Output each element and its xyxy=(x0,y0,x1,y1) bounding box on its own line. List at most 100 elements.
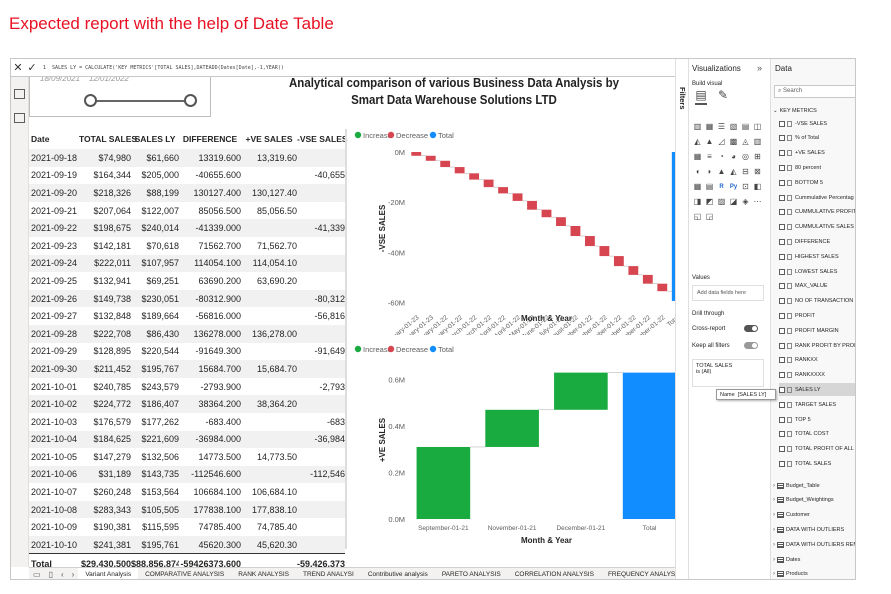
field-checkbox[interactable] xyxy=(779,386,785,393)
visual-type-icon[interactable]: ◩ xyxy=(705,197,714,206)
table-row[interactable]: 2021-10-07 $260,248 $153,564 106684.100 106,… xyxy=(29,483,345,501)
field-checkbox[interactable] xyxy=(779,224,785,231)
table-row[interactable]: 2021-09-19 $164,344 $205,000 -40655.600 -40,… xyxy=(29,167,345,185)
slicer-end-handle[interactable] xyxy=(184,94,197,107)
phone-icon[interactable]: ▯ xyxy=(48,570,53,579)
slicer-track[interactable] xyxy=(90,100,190,102)
format-visual-icon[interactable]: ✎ xyxy=(717,88,729,102)
bar-decrease[interactable] xyxy=(556,217,566,226)
bar-decrease[interactable] xyxy=(657,283,668,292)
column-header[interactable]: -VSE SALES xyxy=(297,134,348,144)
table-row[interactable]: 2021-09-22 $198,675 $240,014 -41339.000 -41,… xyxy=(29,219,345,237)
page-tab[interactable]: COMPARATIVE ANALYSIS xyxy=(145,570,225,578)
table-row[interactable]: 2021-09-24 $222,011 $107,957 114054.100 114,… xyxy=(29,254,345,273)
table-row[interactable]: 2021-10-10 $241,381 $195,761 45620.300 45,62… xyxy=(29,536,345,554)
table-row[interactable]: 2021-10-01 $240,785 $243,579 -2793.900 -2,79… xyxy=(29,378,345,396)
field-checkbox[interactable] xyxy=(779,342,785,349)
field-item[interactable]: -VSE SALES xyxy=(779,117,855,130)
bar-decrease[interactable] xyxy=(425,155,436,161)
cross-report-toggle[interactable] xyxy=(744,325,758,332)
page-tab[interactable]: TREND ANALYSI xyxy=(303,570,354,578)
bar-decrease[interactable] xyxy=(469,173,480,180)
field-checkbox[interactable] xyxy=(779,194,785,201)
field-item[interactable]: HIGHEST SALES xyxy=(779,250,855,263)
field-checkbox[interactable] xyxy=(779,120,785,127)
table-row[interactable]: 2021-09-21 $207,064 $122,007 85056.500 85,05… xyxy=(29,202,345,220)
field-checkbox[interactable] xyxy=(779,357,785,364)
filter-card-total-sales[interactable]: TOTAL SALES is (All) xyxy=(692,359,764,387)
bar-decrease[interactable] xyxy=(512,193,523,201)
slicer-start-handle[interactable] xyxy=(84,94,97,107)
field-checkbox[interactable] xyxy=(779,416,785,423)
field-item[interactable]: 80 percent xyxy=(779,161,855,174)
commit-formula-icon[interactable]: ✓ xyxy=(27,62,37,74)
field-item[interactable]: TOP 5 xyxy=(779,413,855,426)
visual-type-icon[interactable]: ▤ xyxy=(741,122,750,131)
visual-type-icon[interactable]: ◭ xyxy=(730,167,737,176)
field-checkbox[interactable] xyxy=(779,327,785,334)
visual-type-icon[interactable]: ◱ xyxy=(693,212,702,221)
positive-sales-waterfall-chart[interactable]: Increase Decrease Total 0.0M 0.2M 0.4M 0.6M +VE… xyxy=(349,339,689,549)
field-checkbox[interactable] xyxy=(779,298,785,305)
page-tab[interactable]: Variant Analysis xyxy=(78,568,139,579)
field-item[interactable]: +VE SALES xyxy=(779,147,855,160)
visual-type-icon[interactable]: ▧ xyxy=(729,122,738,131)
table-row[interactable]: 2021-09-20 $218,326 $88,199 130127.400 130,1… xyxy=(29,184,345,202)
visual-type-icon[interactable]: ◔ xyxy=(719,152,724,161)
tablet-icon[interactable]: ▭ xyxy=(33,570,41,579)
visual-type-icon[interactable]: ▥ xyxy=(753,137,762,146)
visual-type-icon[interactable]: Py xyxy=(729,184,738,190)
table-item[interactable]: › Dates xyxy=(773,556,801,563)
bar-decrease[interactable] xyxy=(613,256,624,267)
bar-decrease[interactable] xyxy=(454,167,465,174)
page-tab[interactable]: RANK ANALYSIS xyxy=(238,570,290,578)
table-item[interactable]: › Customer xyxy=(773,512,810,519)
bar-total[interactable] xyxy=(622,372,677,519)
bar-decrease[interactable] xyxy=(541,209,552,218)
visual-type-icon[interactable]: ⊞ xyxy=(754,152,761,161)
table-row[interactable]: 2021-10-02 $224,772 $186,407 38364.200 38,36… xyxy=(29,395,345,413)
field-item[interactable]: Cummulative Percentag xyxy=(779,191,855,204)
model-view-icon[interactable] xyxy=(14,113,25,123)
bar-decrease[interactable] xyxy=(642,274,653,284)
table-row[interactable]: 2021-09-29 $128,895 $220,544 -91649.300 -91,… xyxy=(29,343,345,361)
visual-type-icon[interactable]: ◨ xyxy=(693,197,702,206)
visual-type-icon[interactable]: ▥ xyxy=(693,122,702,131)
bar-increase[interactable] xyxy=(554,372,608,410)
visual-type-icon[interactable]: ◪ xyxy=(729,197,738,206)
column-header[interactable]: +VE SALES xyxy=(245,134,293,144)
visual-type-icon[interactable]: ⊡ xyxy=(742,182,749,191)
visual-type-icon[interactable]: ▲ xyxy=(705,137,714,146)
table-item[interactable]: › Budget_Table xyxy=(773,482,820,489)
bar-decrease[interactable] xyxy=(440,160,451,168)
field-item[interactable]: RANKXXXX xyxy=(779,369,855,382)
bar-decrease[interactable] xyxy=(483,179,494,188)
field-checkbox[interactable] xyxy=(779,209,785,216)
bar-increase[interactable] xyxy=(485,409,539,447)
table-item[interactable]: › DATA WITH OUTLIERS REMO xyxy=(773,538,855,551)
bar-decrease[interactable] xyxy=(411,152,422,156)
field-item[interactable]: BOTTOM 5 xyxy=(779,176,855,189)
visual-type-icon[interactable]: ▩ xyxy=(729,137,738,146)
field-item[interactable]: CUMMULATIVE PROFIT xyxy=(779,206,855,219)
table-row[interactable]: 2021-10-05 $147,279 $132,506 14773.500 14,77… xyxy=(29,448,345,466)
collapse-chevron-icon[interactable]: » xyxy=(757,63,763,73)
date-slicer[interactable]: 18/09/2021 12/01/2022 xyxy=(29,74,211,117)
bar-decrease[interactable] xyxy=(628,266,639,275)
build-visual-icon[interactable]: ▤ xyxy=(695,89,707,105)
page-tab[interactable]: Contributive analysis xyxy=(367,570,428,578)
field-checkbox[interactable] xyxy=(779,372,785,379)
field-item[interactable]: TOTAL SALES xyxy=(779,457,855,470)
table-row[interactable]: 2021-10-06 $31,189 $143,735 -112546.600 -112… xyxy=(29,465,345,484)
field-item[interactable]: TOTAL PROFIT OF ALL xyxy=(779,443,855,456)
table-row[interactable]: 2021-10-03 $176,579 $177,262 -683.400 -683 xyxy=(29,413,345,431)
search-input[interactable]: ⌕ Search xyxy=(774,85,855,98)
table-scrollbar[interactable] xyxy=(345,129,347,549)
field-checkbox[interactable] xyxy=(779,135,785,142)
field-item[interactable]: RANKXX xyxy=(779,354,855,367)
visual-type-icon[interactable]: ▦ xyxy=(693,152,702,161)
field-item[interactable]: TARGET SALES xyxy=(779,398,855,411)
field-checkbox[interactable] xyxy=(779,164,785,171)
field-checkbox[interactable] xyxy=(779,446,785,453)
field-checkbox[interactable] xyxy=(779,431,785,438)
